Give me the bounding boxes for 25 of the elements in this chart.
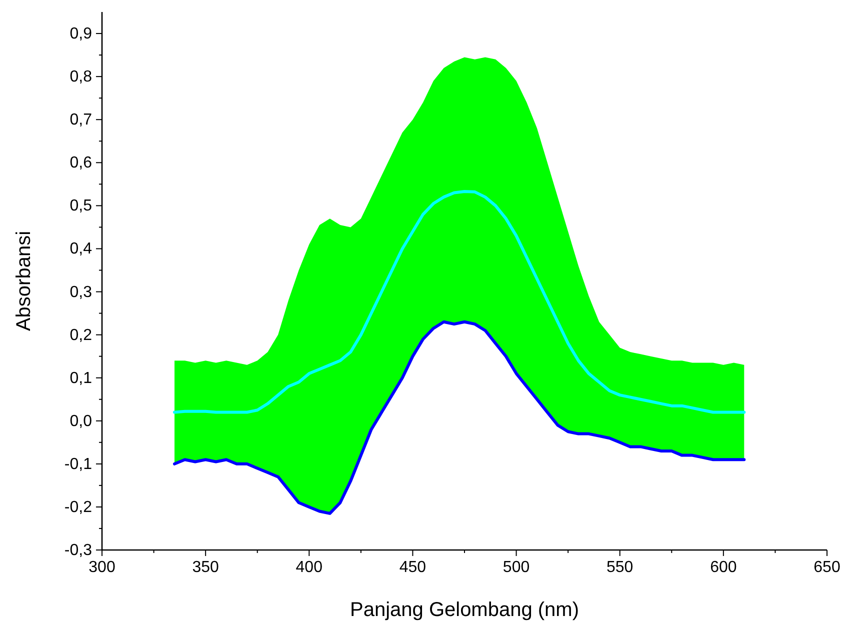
x-tick-label: 350 [192, 559, 220, 576]
y-tick-label: 0,3 [70, 284, 92, 301]
line-series [173, 320, 746, 515]
x-tick-label: 500 [502, 559, 530, 576]
y-tick-label: -0,1 [64, 456, 92, 473]
x-tick-label: 300 [88, 559, 116, 576]
y-tick-label: 0,7 [70, 112, 92, 129]
y-tick-label: 0,5 [70, 198, 92, 215]
y-tick-label: -0,3 [64, 542, 92, 559]
x-tick-label: 550 [606, 559, 634, 576]
y-tick-label: 0,0 [70, 412, 92, 430]
x-tick-label: 400 [296, 559, 323, 576]
x-axis-title: Panjang Gelombang (nm) [350, 599, 580, 621]
y-tick-label: 0,1 [70, 370, 92, 387]
x-tick-label: 450 [399, 559, 426, 576]
y-tick-label: 0,2 [70, 326, 92, 344]
y-axis-title: Absorbansi [13, 230, 35, 332]
y-tick-label: 0,4 [70, 240, 92, 258]
y-tick-label: 0,8 [70, 68, 92, 86]
y-tick-label: 0,9 [70, 26, 92, 43]
y-tick-label: 0,6 [70, 154, 92, 172]
x-tick-label: 650 [814, 559, 840, 576]
line-series [173, 190, 746, 414]
y-tick-label: -0,2 [64, 498, 92, 516]
x-tick-label: 600 [710, 559, 737, 576]
